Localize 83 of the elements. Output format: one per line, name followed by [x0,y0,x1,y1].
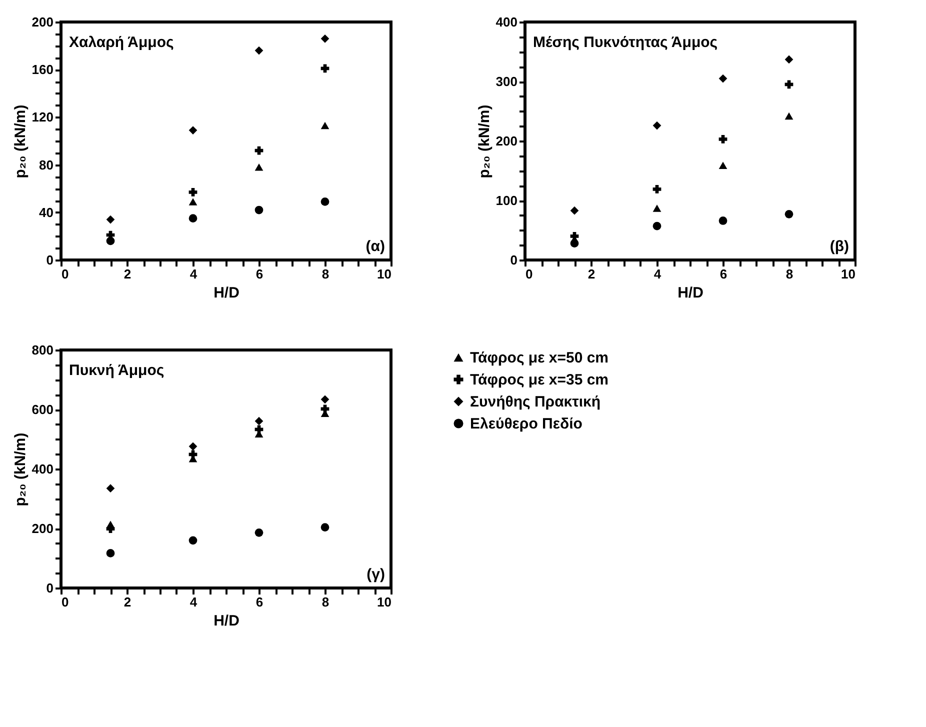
legend-label: Συνήθης Πρακτική [470,394,601,410]
x-tick-label: 6 [256,266,264,282]
point [784,210,794,218]
point [254,164,264,171]
x-axis-title: H/D [214,612,240,630]
x-tick-label: 2 [588,266,596,282]
point [320,64,330,73]
y-axis-title: p₂₀ (kN/m) [12,104,29,178]
y-tick-label: 200 [496,134,518,148]
x-tick-label: 0 [62,266,69,282]
point [188,126,198,134]
point [652,204,662,212]
point [188,536,198,545]
x-tick-label: 10 [377,594,392,610]
legend-label: Τάφρος με x=50 cm [470,350,609,366]
y-tick-label: 120 [32,110,54,125]
y-tick-label: 400 [496,14,518,30]
point [718,74,728,83]
legend-label: Ελεύθερο Πεδίο [470,416,582,432]
point [320,198,330,206]
point [652,185,662,194]
point [784,55,794,64]
annotation: (α) [366,238,385,255]
y-tick-label: 80 [39,157,54,172]
x-axis-title: H/D [678,284,704,302]
y-tick-label: 200 [32,14,54,30]
point [106,484,115,493]
y-tick-label: 600 [32,402,54,417]
y-tick-label: 200 [32,521,54,536]
y-axis-title: p₂₀ (kN/m) [476,104,493,178]
point [784,112,794,120]
x-tick-label: 0 [526,266,533,282]
x-tick-label: 6 [720,266,728,282]
y-tick-label: 0 [46,252,54,268]
point [254,206,264,214]
x-tick-label: 10 [377,266,392,282]
point [106,549,115,558]
x-tick-label: 8 [322,594,330,610]
point [188,188,198,196]
point [718,216,728,225]
point [320,34,330,43]
point [188,442,198,451]
y-tick-label: 160 [32,62,54,78]
x-tick-label: 2 [124,266,132,282]
text: Μέσης Πυκνότητας Άμμος [533,34,718,51]
point [188,214,198,223]
y-tick-label: 40 [39,204,54,220]
point [106,215,115,224]
text: Χαλαρή Άμμος [69,34,174,51]
point [320,395,330,404]
y-axis-title: p₂₀ (kN/m) [12,432,29,506]
x-axis-title: H/D [214,284,240,302]
x-tick-label: 2 [124,594,132,610]
point [254,46,264,55]
y-tick-label: 400 [32,462,54,476]
annotation: (γ) [366,566,385,583]
x-tick-label: 0 [62,594,69,610]
point [718,162,728,170]
point [718,135,728,144]
point [570,206,579,215]
point [188,198,198,206]
x-tick-label: 4 [190,266,198,282]
point [320,523,330,532]
y-tick-label: 300 [496,74,518,89]
legend-label: Τάφρος με x=35 cm [470,372,609,388]
point [652,222,662,230]
x-tick-label: 4 [654,266,662,282]
text: Πυκνή Άμμος [69,362,164,379]
annotation: (β) [830,238,849,255]
point [254,416,264,426]
point [106,520,115,528]
y-tick-label: 800 [32,342,54,358]
y-tick-label: 100 [496,193,518,208]
y-tick-label: 0 [510,252,518,268]
x-tick-label: 10 [841,266,856,282]
point [320,122,330,130]
y-tick-label: 0 [46,580,54,596]
x-tick-label: 4 [190,594,198,610]
point [254,528,264,537]
x-tick-label: 6 [256,594,264,610]
x-tick-label: 8 [322,266,330,282]
x-tick-label: 8 [786,266,794,282]
point [652,121,662,130]
